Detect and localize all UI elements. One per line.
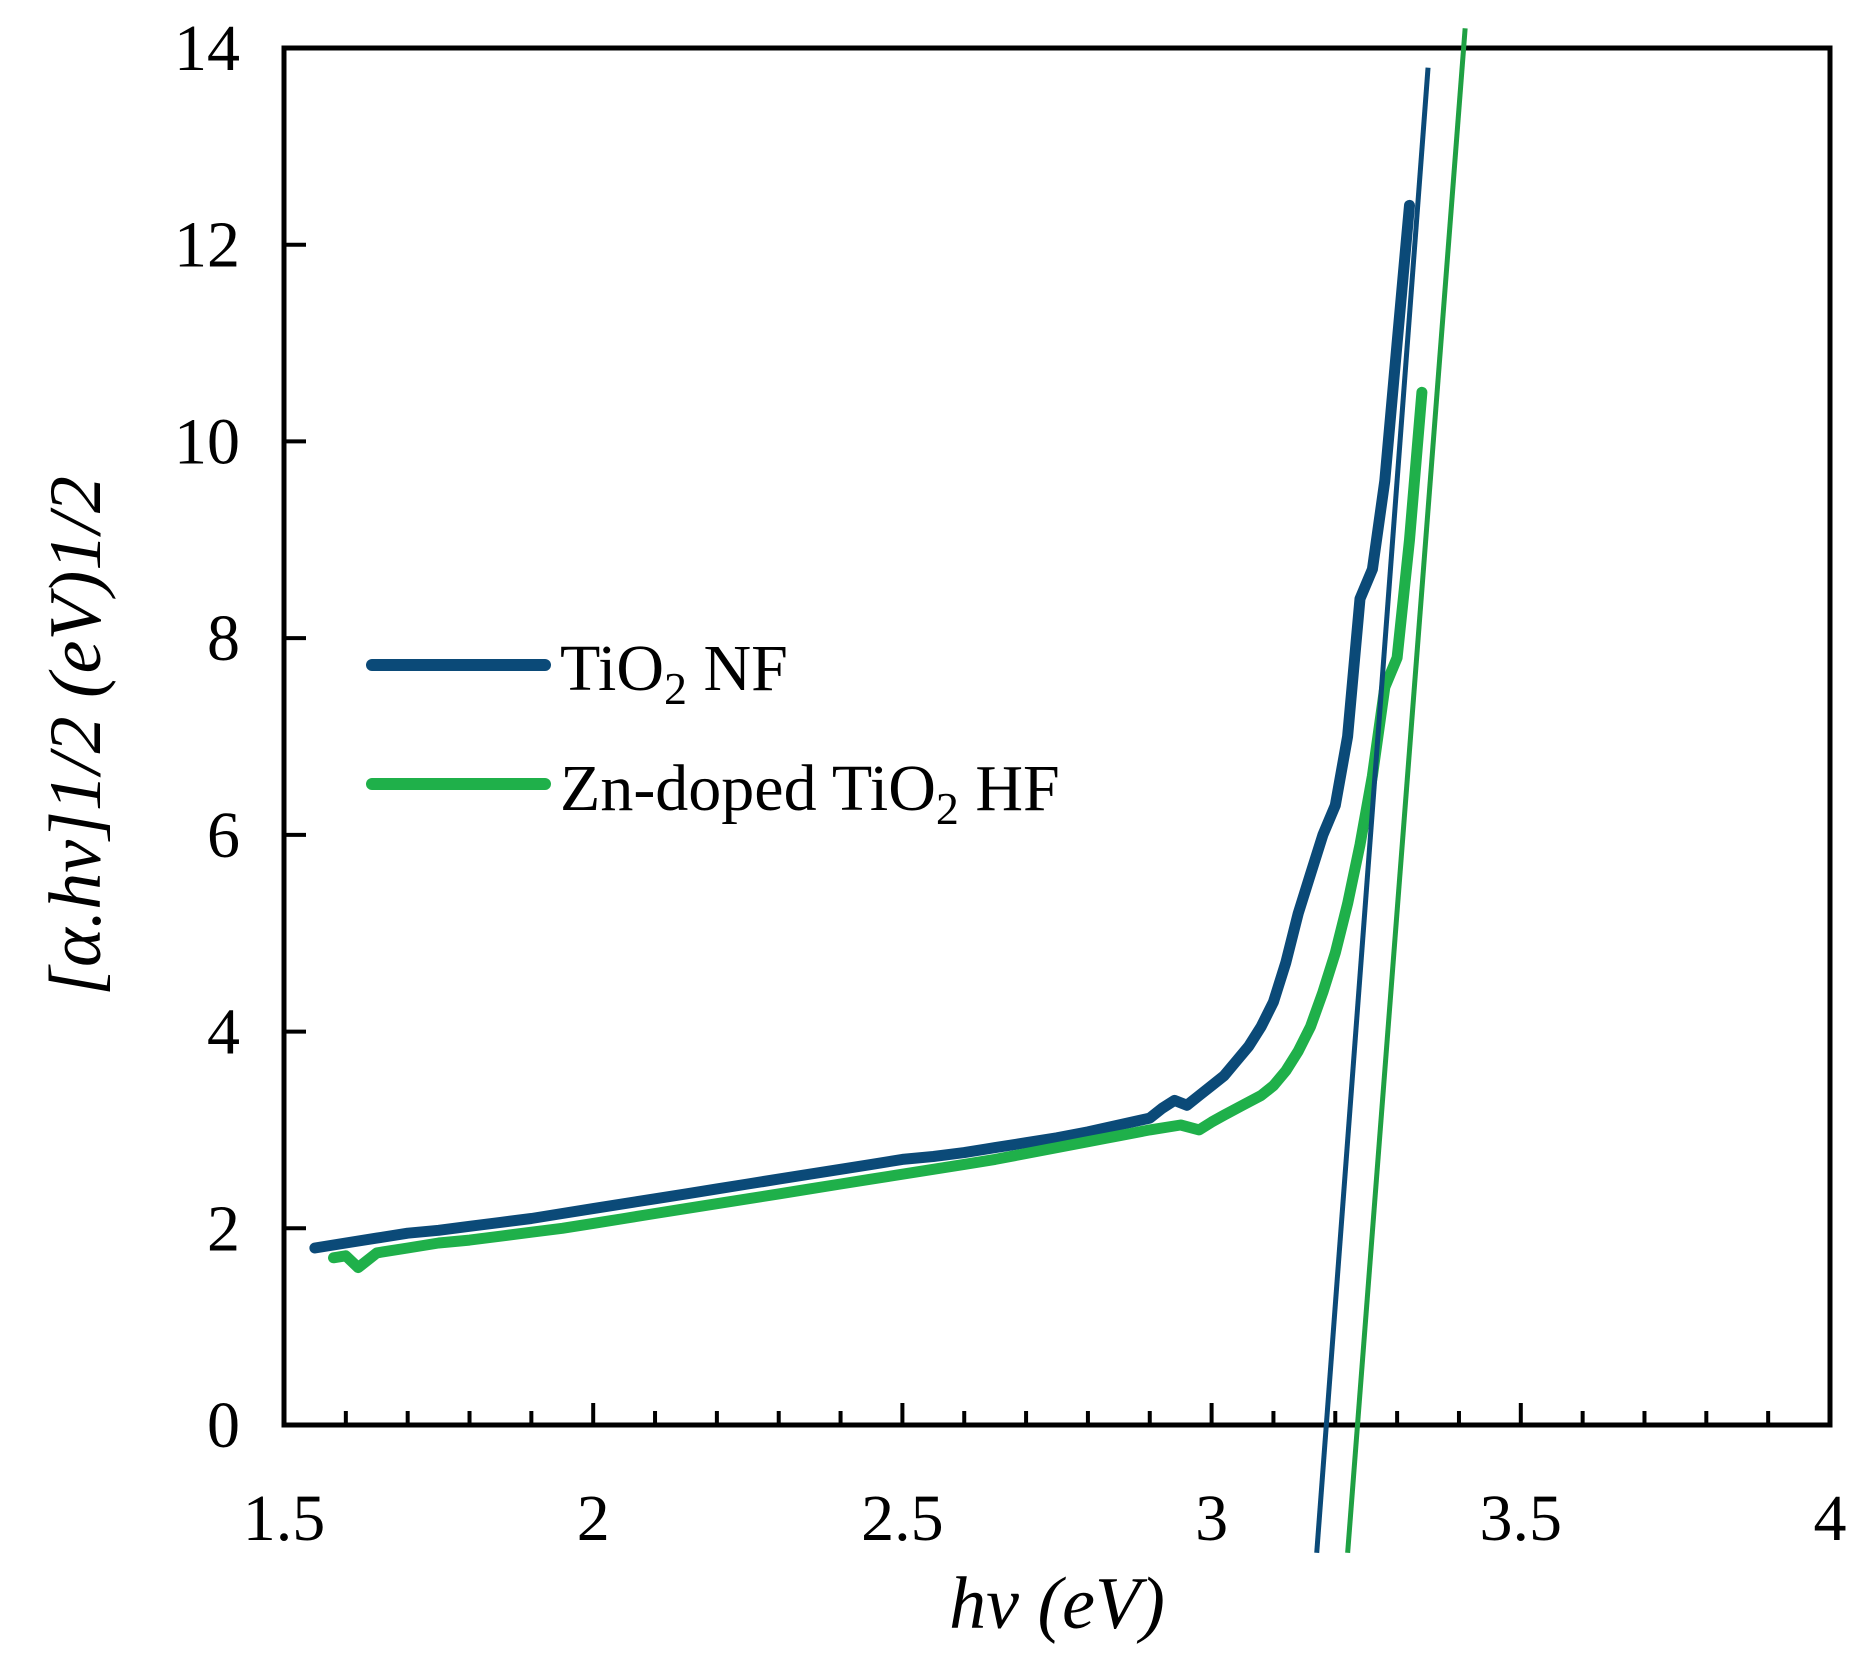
x-axis-tick-labels: 1.5 2 2.5 3 3.5 4 <box>243 1482 1847 1555</box>
series-layer <box>309 199 1428 1274</box>
y-tick-label: 2 <box>207 1192 240 1265</box>
legend: TiO2 NF Zn-doped TiO2 HF <box>366 632 1060 834</box>
legend-label-tio2-nf: TiO2 NF <box>560 632 788 714</box>
x-tick-label: 3.5 <box>1480 1482 1563 1555</box>
y-axis-title: [α.hv]1/2 (eV)1/2 <box>35 476 117 996</box>
y-axis-ticks <box>284 46 306 1427</box>
fit-line-tio2-nf <box>1314 67 1431 1554</box>
x-tick-label: 2 <box>577 1482 610 1555</box>
y-tick-label: 6 <box>207 799 240 872</box>
x-tick-label: 3 <box>1195 1482 1228 1555</box>
y-tick-label: 0 <box>207 1389 240 1462</box>
x-axis-title: hv (eV) <box>949 1563 1165 1645</box>
y-tick-label: 4 <box>207 996 240 1069</box>
plot-area-frame <box>281 45 1833 1428</box>
legend-label-zn-doped-tio2-hf: Zn-doped TiO2 HF <box>560 752 1060 834</box>
fit-line-zn-doped-tio2-hf <box>1345 28 1468 1554</box>
fit-lines <box>1314 28 1468 1554</box>
y-tick-label: 10 <box>174 405 240 478</box>
series-line-tio2-nf <box>309 199 1415 1254</box>
y-tick-label: 14 <box>174 12 240 85</box>
x-tick-label: 1.5 <box>243 1482 326 1555</box>
series-line-zn-doped-tio2-hf <box>328 386 1428 1274</box>
x-tick-label: 2.5 <box>861 1482 944 1555</box>
x-axis-ticks <box>282 1403 1832 1425</box>
y-tick-label: 8 <box>207 602 240 675</box>
x-tick-label: 4 <box>1814 1482 1847 1555</box>
y-tick-label: 12 <box>174 209 240 282</box>
y-axis-tick-labels: 0 2 4 6 8 10 12 14 <box>174 12 240 1462</box>
